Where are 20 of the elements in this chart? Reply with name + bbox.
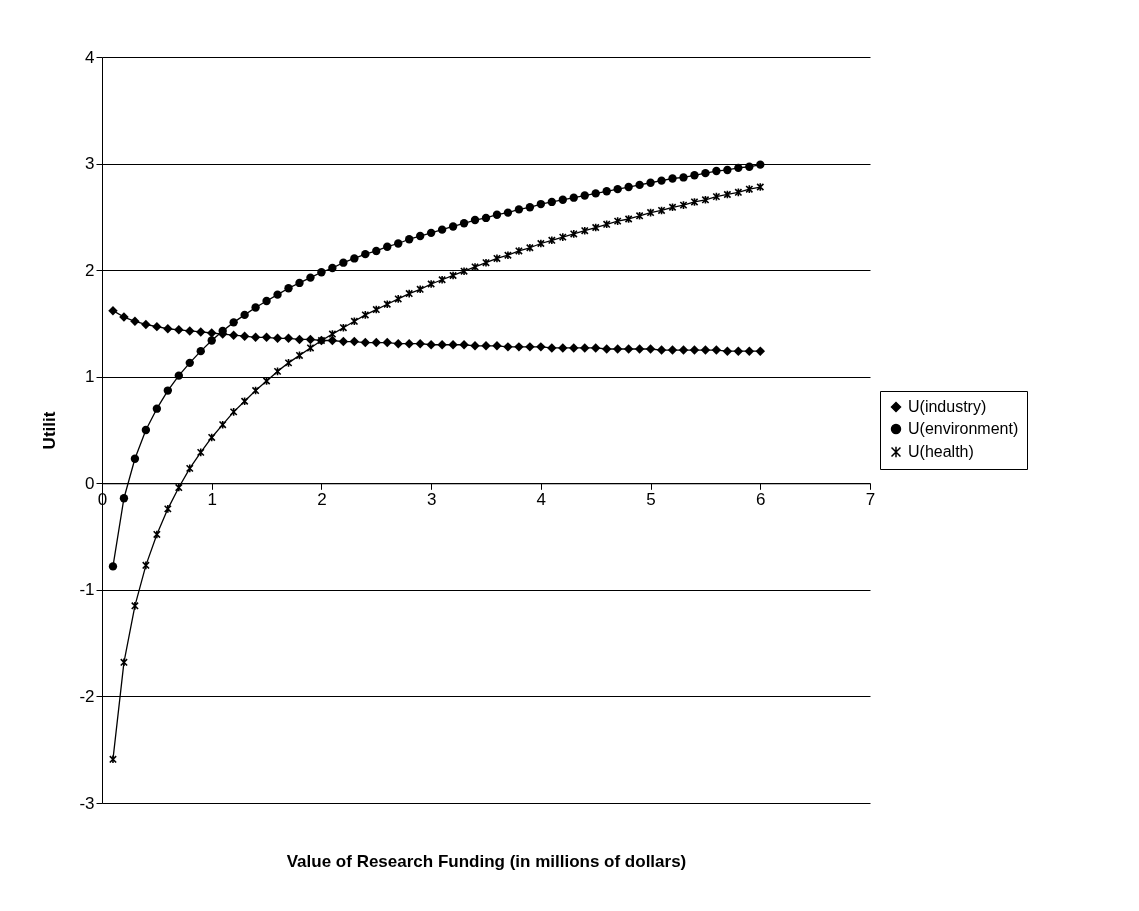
x-tick-label: 3 bbox=[426, 489, 437, 509]
legend-label: U(industry) bbox=[908, 398, 987, 415]
legend-label: U(health) bbox=[908, 443, 974, 460]
x-tick-label: 2 bbox=[317, 489, 327, 509]
y-tick-label: 4 bbox=[85, 47, 95, 67]
y-tick-label: 0 bbox=[85, 473, 95, 493]
y-tick-label: -3 bbox=[79, 793, 95, 813]
y-tick-label: 3 bbox=[85, 154, 95, 174]
y-tick-label: -1 bbox=[79, 580, 95, 600]
y-tick-label: 2 bbox=[85, 260, 95, 280]
y-tick-label: -2 bbox=[79, 686, 95, 706]
x-axis-title: Value of Research Funding (in millions of dollars) bbox=[286, 851, 687, 871]
legend-label: U(environment) bbox=[908, 420, 1019, 437]
x-tick-label: 1 bbox=[207, 489, 217, 509]
x-tick-label: 4 bbox=[536, 489, 547, 509]
x-tick-label: 6 bbox=[756, 489, 766, 509]
x-tick-label: 7 bbox=[865, 489, 876, 509]
x-tick-label: 5 bbox=[646, 489, 656, 509]
y-tick-label: 1 bbox=[85, 367, 95, 387]
y-axis-title: Utilit bbox=[40, 411, 60, 450]
